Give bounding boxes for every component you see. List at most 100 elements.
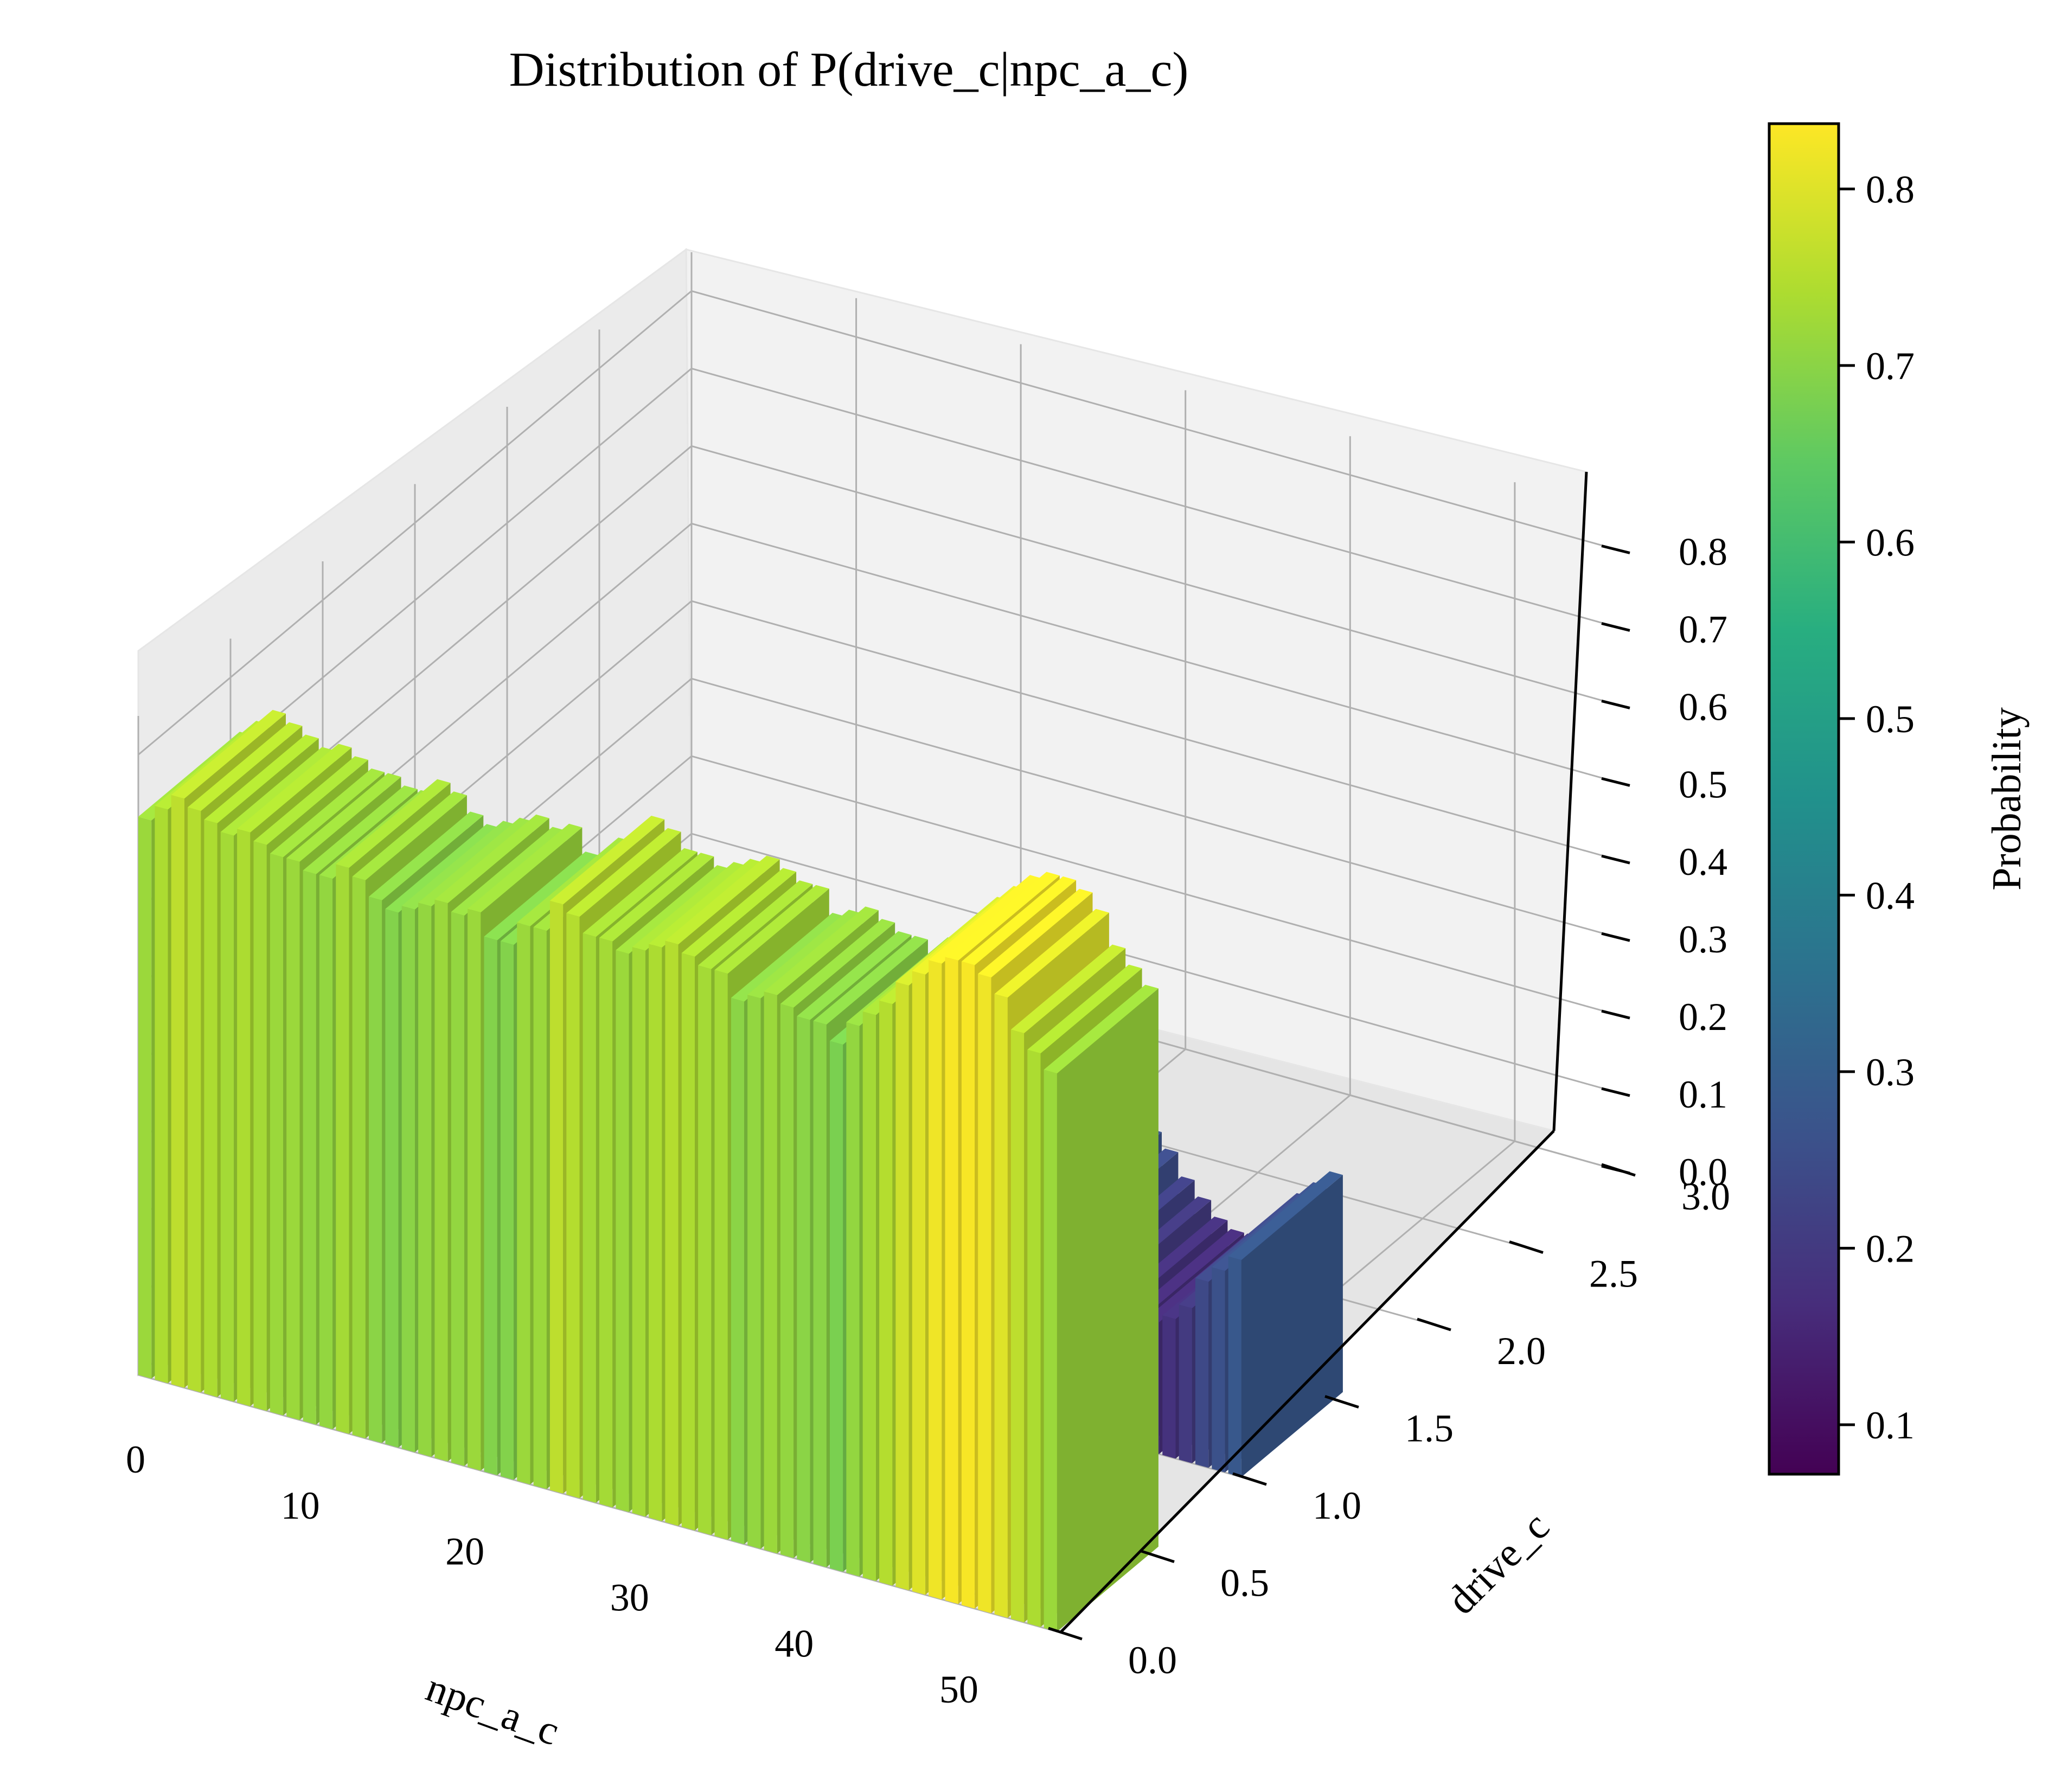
bar-front-face [830, 1041, 843, 1572]
bar-top-face [994, 908, 1109, 998]
bar-top-face [549, 816, 665, 905]
bar-front-face [649, 944, 662, 1521]
colorbar-tick-label: 0.3 [1866, 1051, 1915, 1094]
bar-top-face [698, 880, 813, 969]
bar-front-face [1162, 1315, 1176, 1459]
bar-front-face [583, 933, 596, 1503]
bar-front-face [549, 900, 564, 1494]
bar-top-face [468, 823, 583, 913]
bar-top-face [188, 722, 303, 811]
y-tick-label: 2.0 [1497, 1329, 1546, 1373]
bar-front-face [879, 1000, 893, 1586]
bar-front-face [780, 1003, 794, 1558]
colorbar-label: Probability [1984, 707, 2030, 891]
z-tick-label: 0.8 [1679, 530, 1727, 574]
bar-top-face [929, 875, 1044, 964]
z-tick-label: 0.3 [1679, 918, 1727, 961]
bar-top-face [237, 744, 352, 833]
bar-front-face [862, 1011, 876, 1581]
bar-top-face [681, 868, 797, 957]
z-axis-line [1552, 471, 1588, 1131]
bar-top-face [253, 756, 368, 845]
bar-front-face [1212, 1267, 1225, 1473]
y-axis-line [1059, 1130, 1555, 1634]
z-axis-ticks: 0.0 0.1 0.2 0.3 0.4 0.5 0.6 0.7 0.8 [1601, 530, 1727, 1194]
bar-front-face [747, 995, 761, 1549]
bar-side-face [1057, 988, 1158, 1632]
bar-front-face [929, 960, 942, 1599]
bar [1228, 1171, 1343, 1477]
bars-layer [138, 709, 1343, 1632]
bar-top-face [780, 919, 895, 1008]
y-axis-label: drive_c [1438, 1503, 1558, 1623]
z-tick-mark [1601, 1164, 1630, 1175]
x-tick-labels: 0 10 20 30 40 50 [126, 1438, 978, 1711]
bar-front-face [171, 795, 184, 1388]
bar-front-face [599, 938, 613, 1508]
bar-front-face [1195, 1278, 1209, 1468]
bar-top-face [978, 888, 1093, 978]
chart-title: Distribution of P(drive_c|npc_a_c) [509, 43, 1189, 97]
bar-top-face [484, 852, 599, 940]
bar-front-face [336, 864, 349, 1434]
colorbar-tick-label: 0.8 [1866, 168, 1915, 211]
y-tick-label: 1.5 [1405, 1407, 1454, 1450]
bar-front-face [220, 831, 234, 1402]
y-tick-label: 1.0 [1313, 1484, 1361, 1527]
bar-series [138, 709, 1158, 1632]
z-tick-label: 0.2 [1679, 995, 1727, 1039]
bar-top-face [813, 936, 928, 1025]
bar-front-face [681, 953, 695, 1531]
bar-front-face [1010, 1029, 1025, 1623]
x-tick-label: 50 [939, 1668, 978, 1711]
bar-front-face [813, 1021, 827, 1567]
bar-front-face [401, 906, 415, 1452]
y-tick-mark [1509, 1240, 1544, 1254]
bar-top-face [369, 811, 484, 900]
bar-front-face [665, 940, 679, 1526]
x-tick-label: 30 [610, 1576, 649, 1620]
bar-front-face [961, 961, 975, 1609]
bar-front-face [1044, 1070, 1057, 1632]
bar-top-face [797, 931, 912, 1020]
bar-front-face [1228, 1256, 1241, 1477]
y-axis-ticks: 0.0 0.5 1.0 1.5 2.0 2.5 3.0 [1048, 1163, 1730, 1682]
bar-top-face [764, 906, 879, 995]
bar-front-face [319, 875, 333, 1430]
bar-top-face [1010, 944, 1126, 1033]
bar-top-face [566, 828, 681, 917]
bar-front-face [418, 903, 432, 1457]
bar-top-face [599, 853, 714, 942]
y-tick-label: 0.5 [1220, 1561, 1269, 1605]
bar-top-face [1044, 984, 1158, 1074]
bar-side-face [1241, 1175, 1343, 1477]
bar-top-face [583, 848, 697, 937]
bar-front-face [1027, 1049, 1041, 1627]
z-tick-mark [1601, 622, 1630, 632]
bar-top-face [418, 817, 533, 907]
bar-front-face [566, 913, 580, 1499]
bar-front-face [451, 912, 465, 1466]
bar-front-face [797, 1016, 810, 1563]
bar-top-face [385, 824, 500, 913]
bar-top-face [336, 779, 451, 868]
x-axis-label: npc_a_c [420, 1665, 565, 1755]
colorbar-tick-label: 0.6 [1866, 521, 1915, 564]
x-tick-label: 40 [775, 1622, 814, 1665]
z-tick-label: 0.6 [1679, 685, 1727, 728]
y-tick-label: 2.5 [1589, 1252, 1638, 1296]
bar-top-face [204, 734, 319, 823]
bar-front-face [385, 908, 399, 1448]
bar-front-face [1179, 1304, 1192, 1463]
bar-front-face [912, 971, 926, 1595]
bar-front-face [188, 807, 201, 1393]
bar-top-face [731, 913, 846, 1002]
y-tick-mark [1232, 1472, 1267, 1486]
bar-top-face [270, 768, 385, 857]
bar-front-face [616, 950, 629, 1512]
bar-top-face [714, 885, 829, 974]
bar-front-face [517, 922, 530, 1484]
z-tick-label: 0.4 [1679, 840, 1727, 884]
bar-front-face [303, 870, 316, 1425]
